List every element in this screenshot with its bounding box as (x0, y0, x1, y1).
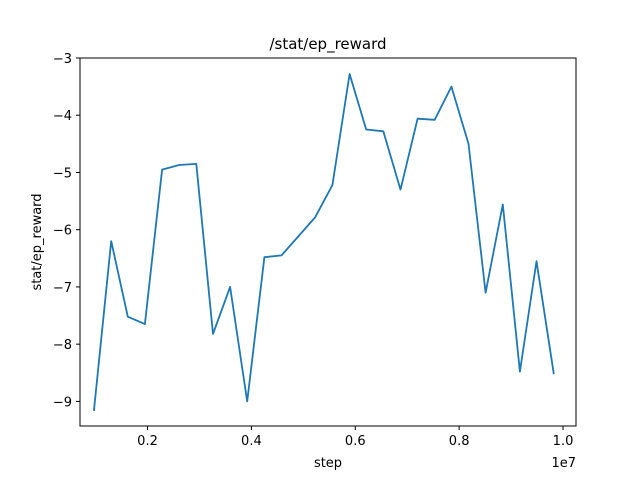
x-axis: 0.2 0.4 0.6 0.8 1.0 (137, 426, 573, 449)
x-offset-label: 1e7 (551, 456, 576, 471)
y-axis-title: stat/ep_reward (30, 193, 45, 290)
y-tick-label: −3 (53, 52, 72, 67)
y-tick-label: −8 (53, 338, 72, 353)
plot-area (93, 73, 555, 411)
x-tick-label: 0.2 (137, 434, 158, 449)
chart-title: /stat/ep_reward (269, 35, 386, 54)
axes-frame (79, 57, 577, 427)
y-tick-label: −5 (53, 166, 72, 181)
x-tick-label: 0.8 (449, 434, 470, 449)
x-axis-title: step (314, 456, 342, 471)
y-axis: −9 −8 −7 −6 −5 −4 −3 (53, 52, 80, 410)
y-tick-label: −6 (53, 224, 72, 239)
y-tick-label: −4 (53, 109, 72, 124)
x-tick-label: 0.6 (345, 434, 366, 449)
y-tick-label: −9 (53, 395, 72, 410)
y-tick-label: −7 (53, 281, 72, 296)
series-line (93, 73, 555, 411)
x-tick-label: 0.4 (241, 434, 262, 449)
x-tick-label: 1.0 (553, 434, 574, 449)
